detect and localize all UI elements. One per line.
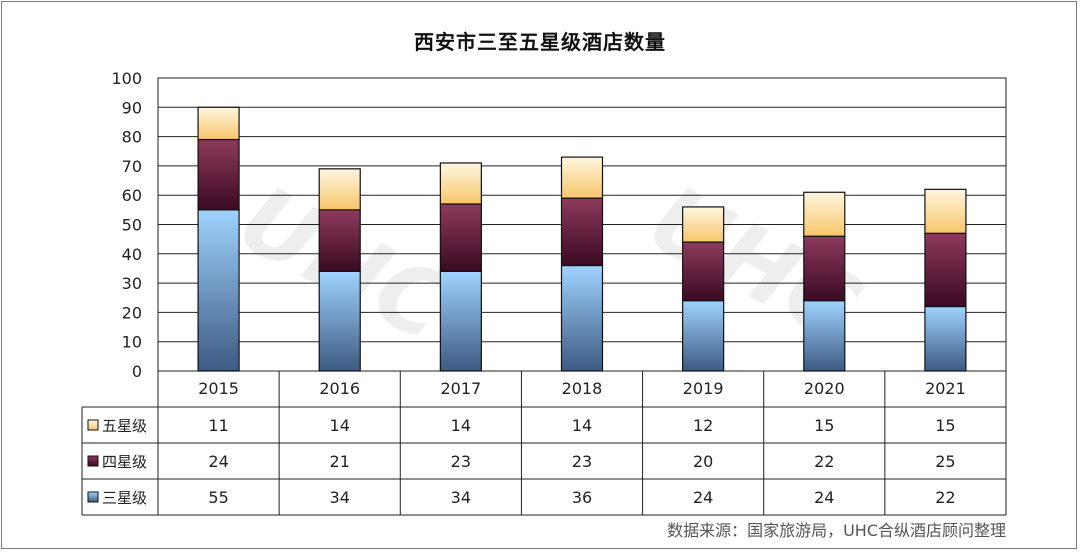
data-label: 20 [693, 452, 713, 471]
y-tick-label: 90 [122, 98, 142, 117]
legend-swatch-五星级 [87, 419, 99, 431]
bars-layer [197, 106, 967, 372]
x-tick-label: 2021 [925, 379, 966, 398]
data-label: 34 [451, 488, 471, 507]
data-label: 22 [935, 488, 955, 507]
data-label: 24 [814, 488, 834, 507]
bar-2016-三星级 [318, 270, 361, 372]
bar-2019-四星级 [682, 241, 725, 302]
x-tick-label: 2016 [319, 379, 360, 398]
bar-2018-四星级 [560, 197, 604, 267]
data-label: 24 [208, 452, 228, 471]
bar-2017-三星级 [439, 270, 482, 372]
data-label: 34 [330, 488, 350, 507]
data-label: 14 [451, 416, 471, 435]
y-tick-label: 30 [122, 274, 142, 293]
x-tick-label: 2019 [683, 379, 724, 398]
bar-2019-五星级 [682, 206, 725, 243]
chart-title: 西安市三至五星级酒店数量 [414, 30, 666, 54]
legend-label: 四星级 [102, 453, 147, 471]
bar-2019-三星级 [682, 300, 725, 372]
x-tick-label: 2020 [804, 379, 845, 398]
data-label: 22 [814, 452, 834, 471]
bar-2015-四星级 [197, 138, 240, 211]
bar-2021-三星级 [924, 305, 967, 372]
axis-layer: 0 10 20 30 40 50 60 70 80 90 100 [111, 69, 142, 381]
x-tick-label: 2015 [198, 379, 239, 398]
legend-swatch-三星级 [87, 491, 99, 503]
y-tick-label: 60 [122, 186, 142, 205]
data-label: 25 [935, 452, 955, 471]
y-tick-label: 50 [122, 216, 142, 235]
y-tick-label: 0 [132, 362, 142, 381]
data-label: 15 [814, 416, 834, 435]
data-label: 11 [208, 416, 228, 435]
y-tick-label: 20 [122, 303, 142, 322]
legend-label: 五星级 [102, 417, 147, 435]
bar-2016-四星级 [318, 209, 361, 272]
data-label: 21 [330, 452, 350, 471]
data-label: 12 [693, 416, 713, 435]
x-tick-label: 2018 [562, 379, 603, 398]
bar-2016-五星级 [318, 168, 361, 211]
bar-2018-五星级 [560, 156, 604, 199]
x-tick-label: 2017 [440, 379, 481, 398]
bar-2017-四星级 [439, 203, 482, 272]
bar-2018-三星级 [560, 264, 604, 372]
y-tick-label: 100 [111, 69, 142, 88]
legend-swatch-四星级 [87, 455, 99, 467]
data-label: 36 [572, 488, 592, 507]
source-note: 数据来源：国家旅游局，UHC合纵酒店顾问整理 [667, 521, 1006, 540]
data-label: 14 [330, 416, 350, 435]
bar-2015-五星级 [197, 106, 240, 141]
bar-2015-三星级 [197, 209, 240, 372]
data-label: 55 [208, 488, 228, 507]
data-label: 23 [572, 452, 592, 471]
bar-2020-五星级 [803, 191, 846, 237]
y-tick-label: 80 [122, 128, 142, 147]
data-label: 24 [693, 488, 713, 507]
bar-2020-四星级 [803, 235, 846, 302]
y-tick-label: 40 [122, 245, 142, 264]
bar-2020-三星级 [803, 300, 846, 372]
data-label: 15 [935, 416, 955, 435]
data-label: 14 [572, 416, 592, 435]
legend-label: 三星级 [102, 489, 147, 507]
bar-2021-五星级 [924, 188, 967, 234]
bar-2021-四星级 [924, 232, 967, 308]
y-tick-label: 70 [122, 157, 142, 176]
y-tick-label: 10 [122, 333, 142, 352]
bar-2017-五星级 [439, 162, 482, 205]
data-label: 23 [451, 452, 471, 471]
